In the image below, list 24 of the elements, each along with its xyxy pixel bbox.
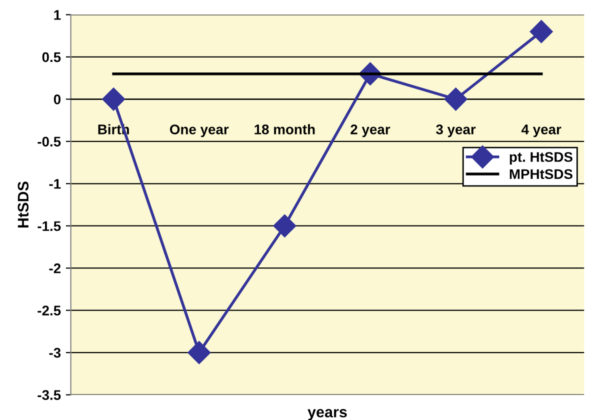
y-tick-label: 0.5 bbox=[42, 52, 61, 62]
x-tick-label: One year bbox=[170, 124, 229, 138]
y-tick-label: -0.5 bbox=[38, 136, 61, 147]
x-tick-label: 2 year bbox=[350, 124, 390, 138]
y-tick-label: -1.5 bbox=[38, 221, 61, 232]
point bbox=[102, 88, 126, 111]
point bbox=[530, 20, 553, 44]
x-tick-label: 18 month bbox=[254, 124, 315, 134]
legend-label: MPHtSDS bbox=[510, 169, 572, 180]
y-tick-label: -3 bbox=[49, 348, 61, 358]
y-tick-label: -3.5 bbox=[38, 390, 61, 400]
y-tick-label: 1 bbox=[54, 10, 61, 20]
point bbox=[273, 214, 296, 238]
y-tick-label: -1 bbox=[49, 179, 61, 189]
point bbox=[444, 88, 468, 111]
y-tick-label: -2.5 bbox=[38, 306, 61, 316]
y-tick-label: -2 bbox=[49, 263, 61, 274]
x-tick-label: 3 year bbox=[436, 124, 476, 138]
legend-label: pt. HtSDS bbox=[510, 152, 572, 165]
point bbox=[188, 341, 211, 364]
y-axis-title: HtSDS bbox=[18, 182, 29, 228]
x-tick-label: 4 year bbox=[521, 124, 562, 138]
x-axis-title: years bbox=[308, 409, 347, 420]
y-tick-label: 0 bbox=[54, 94, 61, 104]
